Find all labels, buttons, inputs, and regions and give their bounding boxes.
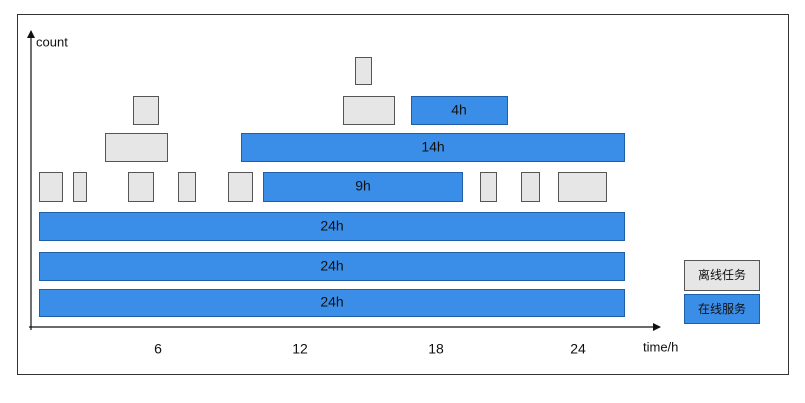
x-tick-label: 24 [570,341,586,357]
legend-swatch [684,260,760,291]
offline-task [39,172,63,202]
y-axis-label: count [36,34,68,49]
online-service [263,172,463,202]
offline-task [521,172,540,202]
online-service [241,133,625,162]
x-axis-label: time/h [643,339,678,354]
offline-task [178,172,196,202]
x-tick-label: 6 [154,341,162,357]
offline-task [105,133,168,162]
online-service [39,289,625,317]
online-service [411,96,508,125]
online-service [39,212,625,241]
offline-tasks [39,57,607,202]
offline-task [133,96,159,125]
bar-label: 24h [320,218,343,234]
offline-task [480,172,497,202]
offline-task [228,172,253,202]
offline-task [73,172,87,202]
bar-label: 14h [421,139,444,155]
online-service [39,252,625,281]
legend-label: 在线服务 [698,301,746,316]
bar-label: 9h [355,178,371,194]
x-tick-label: 18 [428,341,444,357]
legend-label: 离线任务 [698,267,746,282]
bar-label: 4h [451,102,467,118]
offline-task [343,96,395,125]
offline-task [558,172,607,202]
bar-label: 24h [320,294,343,310]
x-tick-label: 12 [292,341,308,357]
bar-label: 24h [320,258,343,274]
legend-swatch [684,294,760,324]
offline-task [355,57,372,85]
offline-task [128,172,154,202]
